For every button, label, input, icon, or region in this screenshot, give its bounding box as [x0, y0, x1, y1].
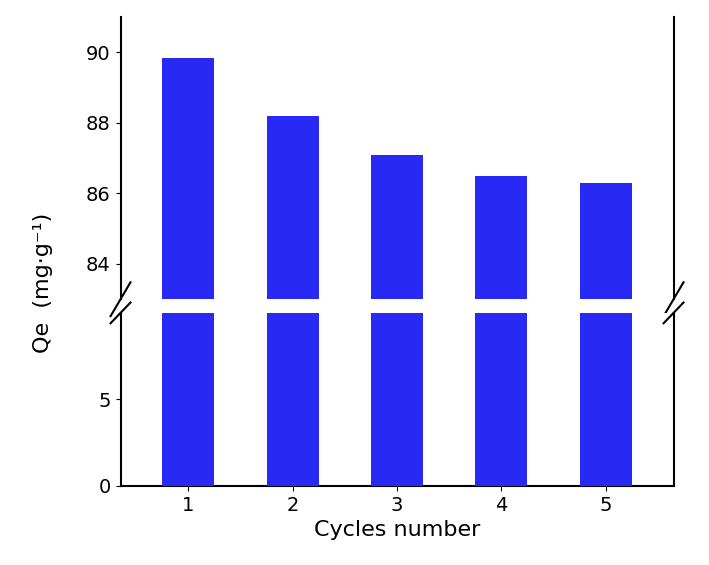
Bar [162, 0, 214, 486]
Bar [475, 176, 527, 565]
Bar [371, 155, 423, 565]
Text: Qe  (mg·g⁻¹): Qe (mg·g⁻¹) [33, 212, 52, 353]
Bar [580, 183, 632, 565]
Bar [475, 0, 527, 486]
Bar [162, 58, 214, 565]
Bar [371, 0, 423, 486]
X-axis label: Cycles number: Cycles number [314, 520, 480, 540]
Bar [580, 0, 632, 486]
Bar [267, 0, 319, 486]
Bar [267, 116, 319, 565]
